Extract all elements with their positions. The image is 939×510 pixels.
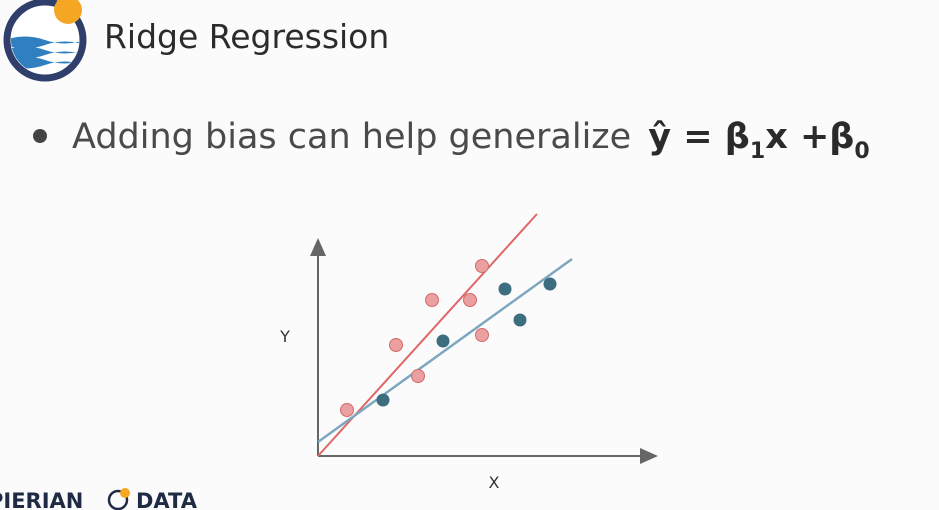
formula-sub: 0 [854,139,869,164]
logo [3,0,87,82]
brand-left: PIERIAN [0,489,83,510]
formula: ŷ = β [648,117,750,157]
brand-right: DATA [136,489,198,510]
footer: PIERIAN DATA [0,488,198,510]
blue-line [317,257,573,444]
title: Ridge Regression [104,17,389,56]
x-label: X [489,473,500,492]
y-label: Y [279,327,290,346]
diagram: Y X [279,213,658,492]
red-points [340,259,489,417]
formula-sub: 1 [750,139,765,164]
bullet-text: Adding bias can help generalize [72,117,631,157]
formula: x +β [765,117,854,157]
bullet-dot [33,129,47,143]
blue-points [376,277,557,407]
bullet-line: Adding bias can help generalize ŷ = β1x … [72,117,870,164]
